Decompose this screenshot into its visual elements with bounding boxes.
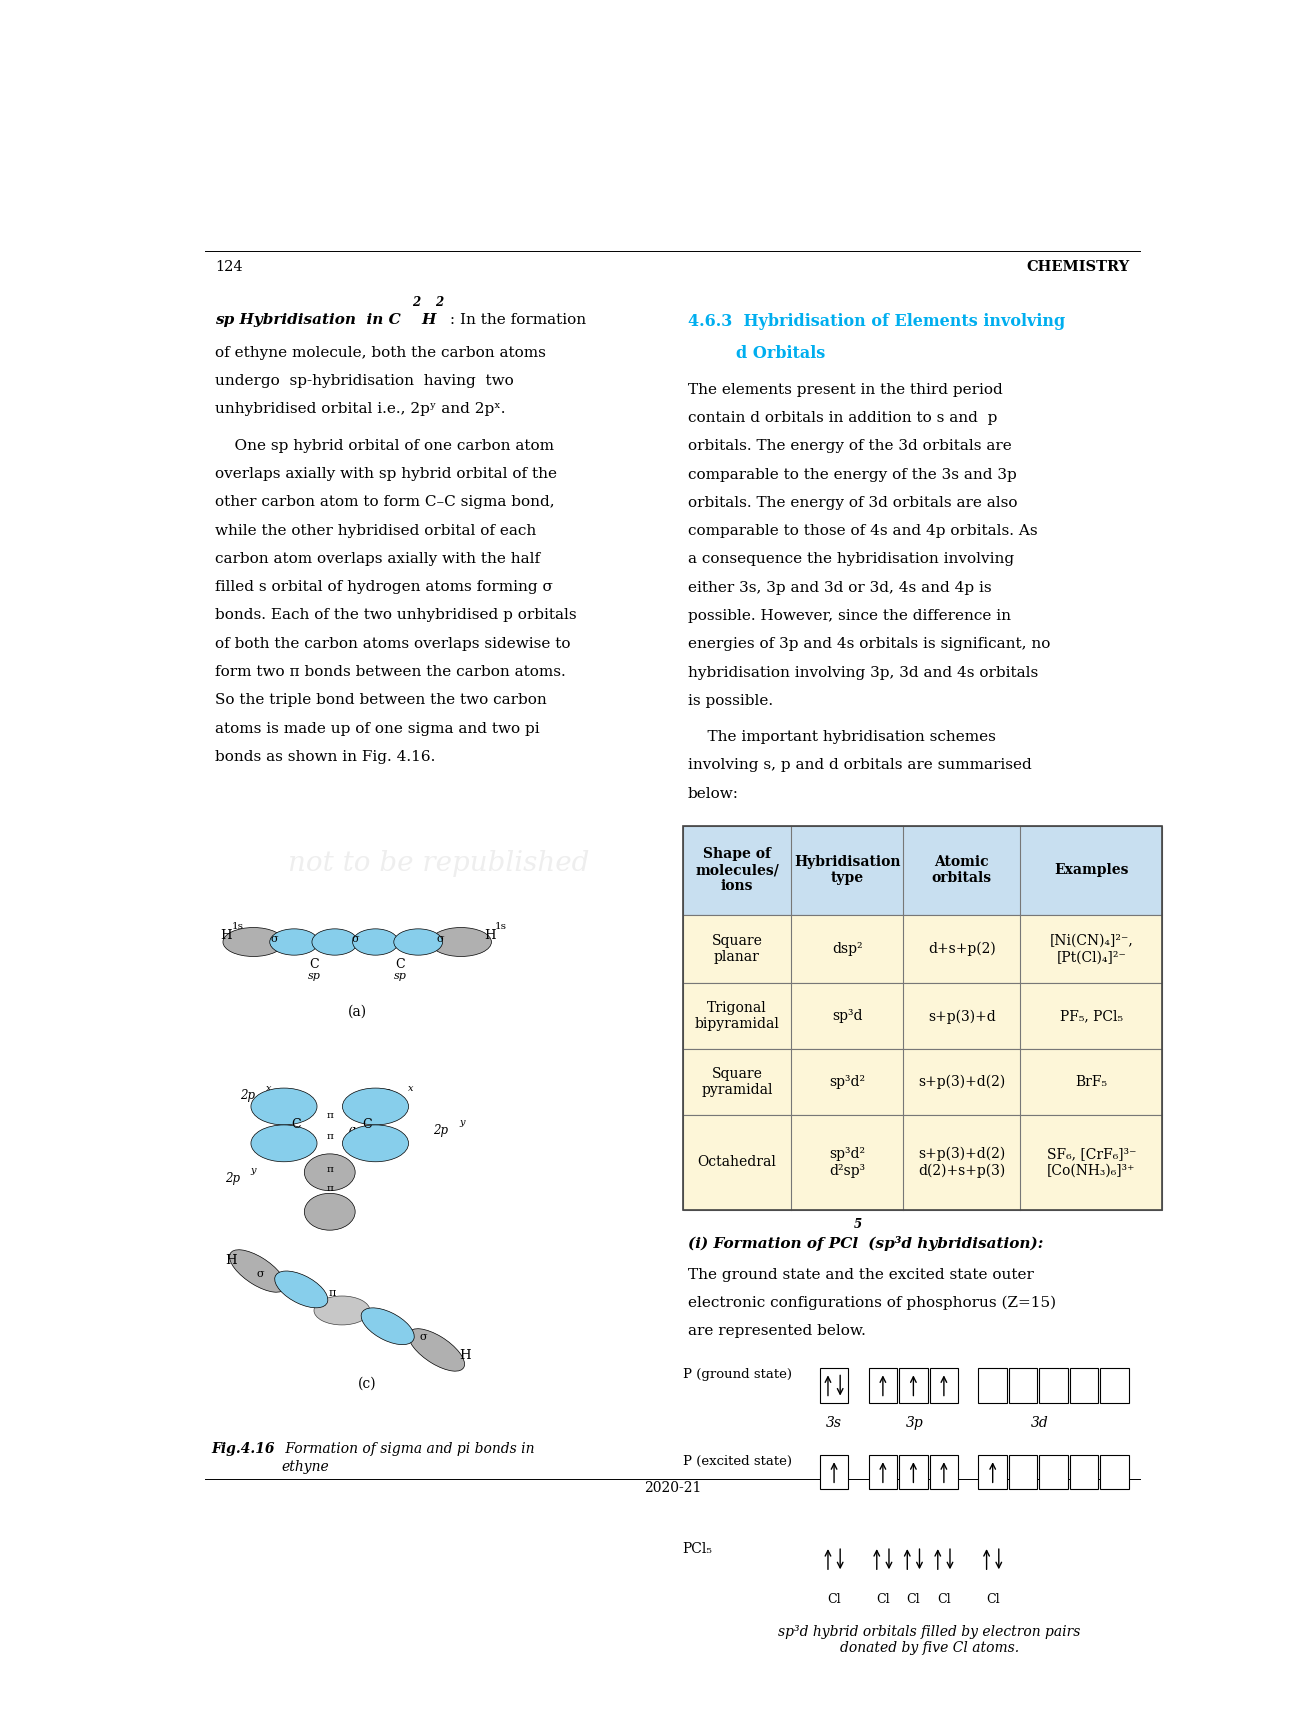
Text: possible. However, since the difference in: possible. However, since the difference … <box>687 608 1010 624</box>
Bar <box>1101 1542 1128 1576</box>
Ellipse shape <box>353 928 399 955</box>
Ellipse shape <box>342 1089 408 1125</box>
Text: s+p(3)+d(2): s+p(3)+d(2) <box>918 1075 1005 1089</box>
Text: H: H <box>484 930 496 942</box>
Text: other carbon atom to form C–C sigma bond,: other carbon atom to form C–C sigma bond… <box>215 496 555 509</box>
Text: is possible.: is possible. <box>687 694 773 708</box>
Text: sp: sp <box>308 971 321 981</box>
Bar <box>930 1542 958 1576</box>
Text: undergo  sp-hybridisation  having  two: undergo sp-hybridisation having two <box>215 374 513 388</box>
Text: Fig.4.16: Fig.4.16 <box>211 1442 276 1456</box>
Text: PF₅, PCl₅: PF₅, PCl₅ <box>1060 1010 1123 1024</box>
Text: Cl: Cl <box>907 1593 920 1606</box>
Text: (i) Formation of PCl: (i) Formation of PCl <box>687 1236 858 1251</box>
Text: of ethyne molecule, both the carbon atoms: of ethyne molecule, both the carbon atom… <box>215 345 546 361</box>
Text: d Orbitals: d Orbitals <box>736 345 825 362</box>
Text: bonds. Each of the two unhybridised p orbitals: bonds. Each of the two unhybridised p or… <box>215 608 576 622</box>
Text: (b): (b) <box>348 1126 367 1140</box>
Ellipse shape <box>304 1154 356 1191</box>
Bar <box>979 1369 1006 1403</box>
Text: 2: 2 <box>412 296 420 309</box>
Bar <box>1071 1369 1098 1403</box>
Bar <box>930 1369 958 1403</box>
Ellipse shape <box>312 928 358 955</box>
Text: bonds as shown in Fig. 4.16.: bonds as shown in Fig. 4.16. <box>215 750 436 764</box>
Text: not to be republished: not to be republished <box>287 849 589 877</box>
Text: ethyne: ethyne <box>281 1461 329 1475</box>
Text: (c): (c) <box>358 1376 377 1389</box>
Text: One sp hybrid orbital of one carbon atom: One sp hybrid orbital of one carbon atom <box>215 439 554 453</box>
Text: sp³d²
d²sp³: sp³d² d²sp³ <box>829 1147 866 1178</box>
Text: PCl₅: PCl₅ <box>682 1542 712 1557</box>
Text: Octahedral: Octahedral <box>698 1155 777 1169</box>
Text: Cl: Cl <box>828 1593 841 1606</box>
Text: Atomic
orbitals: Atomic orbitals <box>932 854 992 885</box>
Text: y: y <box>251 1167 256 1176</box>
Text: CHEMISTRY: CHEMISTRY <box>1027 260 1130 275</box>
Text: s+p(3)+d: s+p(3)+d <box>928 1008 996 1024</box>
Text: C: C <box>395 957 404 971</box>
Text: 2020-21: 2020-21 <box>644 1480 701 1495</box>
Text: unhybridised orbital i.e., 2pʸ and 2pˣ.: unhybridised orbital i.e., 2pʸ and 2pˣ. <box>215 402 505 417</box>
Text: H: H <box>226 1254 236 1266</box>
Text: Cl: Cl <box>937 1593 951 1606</box>
Text: either 3s, 3p and 3d or 3d, 4s and 4p is: either 3s, 3p and 3d or 3d, 4s and 4p is <box>687 581 992 595</box>
Bar <box>1071 1542 1098 1576</box>
Text: H: H <box>220 930 231 942</box>
Bar <box>682 983 1162 1049</box>
Text: s+p(3)+d(2)
d(2)+s+p(3): s+p(3)+d(2) d(2)+s+p(3) <box>918 1147 1005 1178</box>
Text: π: π <box>327 1133 333 1142</box>
Text: comparable to the energy of the 3s and 3p: comparable to the energy of the 3s and 3… <box>687 468 1017 482</box>
Text: σ: σ <box>352 935 359 945</box>
Text: orbitals. The energy of 3d orbitals are also: orbitals. The energy of 3d orbitals are … <box>687 496 1017 509</box>
Bar <box>899 1542 928 1576</box>
Ellipse shape <box>230 1249 286 1292</box>
Text: of both the carbon atoms overlaps sidewise to: of both the carbon atoms overlaps sidewi… <box>215 637 571 651</box>
Text: H: H <box>421 313 436 326</box>
Text: σ: σ <box>437 935 445 945</box>
Bar <box>820 1369 849 1403</box>
Text: 124: 124 <box>215 260 243 275</box>
Text: 2p: 2p <box>433 1125 449 1136</box>
Text: a consequence the hybridisation involving: a consequence the hybridisation involvin… <box>687 552 1014 566</box>
Bar <box>1009 1454 1038 1490</box>
Text: Cl: Cl <box>985 1593 1000 1606</box>
Bar <box>899 1369 928 1403</box>
Text: Examples: Examples <box>1054 863 1128 877</box>
Text: x: x <box>408 1084 413 1092</box>
Bar <box>682 825 1162 914</box>
Text: π: π <box>327 1111 333 1119</box>
Text: Formation of sigma and pi bonds in: Formation of sigma and pi bonds in <box>281 1442 534 1456</box>
Ellipse shape <box>394 928 442 955</box>
Text: BrF₅: BrF₅ <box>1076 1075 1107 1089</box>
Text: 3p: 3p <box>905 1415 924 1430</box>
Bar <box>1101 1369 1128 1403</box>
Text: are represented below.: are represented below. <box>687 1324 866 1338</box>
Text: dsp²: dsp² <box>832 942 862 957</box>
Text: σ: σ <box>257 1268 265 1278</box>
Text: while the other hybridised orbital of each: while the other hybridised orbital of ea… <box>215 523 537 538</box>
Text: below:: below: <box>687 786 739 802</box>
Bar <box>1039 1454 1068 1490</box>
Bar <box>1009 1542 1038 1576</box>
Ellipse shape <box>342 1125 408 1162</box>
Bar <box>1039 1542 1068 1576</box>
Bar <box>682 1049 1162 1114</box>
Text: P (excited state): P (excited state) <box>682 1454 791 1468</box>
Text: P (ground state): P (ground state) <box>682 1369 791 1381</box>
Text: 1s: 1s <box>232 921 244 931</box>
Ellipse shape <box>223 928 283 957</box>
Text: 2p: 2p <box>226 1172 240 1186</box>
Ellipse shape <box>270 928 319 955</box>
Text: The ground state and the excited state outer: The ground state and the excited state o… <box>687 1268 1034 1282</box>
Text: (a): (a) <box>348 1005 367 1019</box>
Text: 1s: 1s <box>495 921 506 931</box>
Bar <box>1071 1454 1098 1490</box>
Text: electronic configurations of phosphorus (Z=15): electronic configurations of phosphorus … <box>687 1295 1056 1311</box>
Text: hybridisation involving 3p, 3d and 4s orbitals: hybridisation involving 3p, 3d and 4s or… <box>687 665 1038 680</box>
Text: sp³d hybrid orbitals filled by electron pairs
donated by five Cl atoms.: sp³d hybrid orbitals filled by electron … <box>778 1625 1080 1656</box>
Bar <box>979 1454 1006 1490</box>
Text: Shape of
molecules/
ions: Shape of molecules/ ions <box>695 848 779 894</box>
Text: 3d: 3d <box>1031 1415 1048 1430</box>
Text: Trigonal
bipyramidal: Trigonal bipyramidal <box>694 1001 779 1032</box>
